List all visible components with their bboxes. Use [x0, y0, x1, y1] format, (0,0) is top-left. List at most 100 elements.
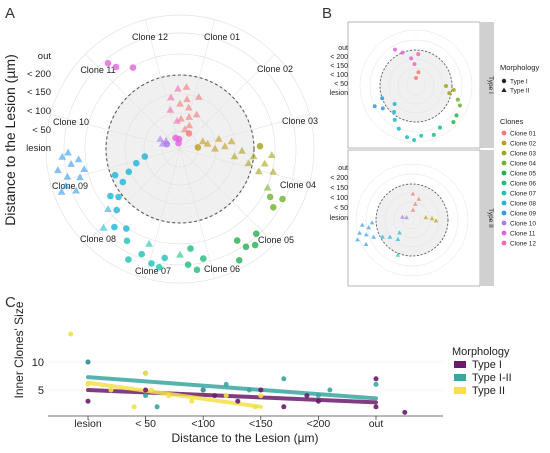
panel-a-point — [266, 193, 274, 201]
panel-b-grid-ring — [355, 163, 469, 277]
panel-b-grid-ring — [369, 39, 463, 133]
panel-b-point — [412, 62, 417, 67]
panel-a-radial-labels: out < 200 < 150 < 100 < 50 lesion — [26, 51, 51, 154]
panel-b-grid-ring — [365, 173, 459, 267]
panel-c-point — [85, 359, 91, 365]
panel-c-trend-line — [86, 380, 263, 409]
panel-a-point — [173, 116, 181, 124]
legend-morphology-title: Morphology — [500, 63, 539, 72]
panel-a-point — [115, 193, 122, 201]
panel-b-point — [364, 232, 369, 237]
panel-a-clone-labels: Clone 01 Clone 02 Clone 03 Clone 04 Clone 05… — [52, 32, 318, 276]
panel-a-point — [104, 205, 112, 212]
panel-c-point — [304, 393, 310, 399]
panel-a-clone-label: Clone 07 — [135, 266, 171, 276]
panel-a-point — [238, 146, 246, 154]
panel-b-radial-labels: out < 200 < 150 < 100 < 50 lesion out < 200 < 15… — [330, 45, 348, 222]
panel-a-point — [161, 254, 168, 262]
panel-b-point — [357, 230, 362, 235]
panel-a-point — [279, 195, 286, 203]
panel-b-point — [451, 120, 456, 125]
panel-b-inner-disc — [376, 184, 448, 256]
panel-a-point — [211, 144, 219, 152]
panel-a-point — [177, 114, 185, 122]
panel-a-point — [174, 84, 182, 92]
panel-a-point — [227, 137, 236, 145]
legend-clone-label: Clone 04 — [510, 161, 536, 168]
panel-c-points — [68, 331, 408, 415]
panel-b-radial-label: < 50 — [334, 205, 348, 212]
panel-b-point — [423, 215, 429, 220]
panel-a-point — [111, 171, 119, 179]
legend-clone-label: Clone 01 — [510, 131, 536, 138]
panel-c-legend-label: Type I-II — [472, 372, 512, 384]
panel-c-x-tick-label: < 50 — [135, 418, 156, 430]
panel-a-point — [214, 135, 223, 142]
panel-b-point — [400, 50, 405, 55]
panel-a-clone-label: Clone 12 — [132, 32, 168, 42]
panel-a-radial-label: lesion — [26, 143, 51, 154]
panel-a-point — [260, 159, 269, 167]
panel-a-radial-label: < 100 — [27, 106, 51, 117]
panel-a-point — [54, 166, 62, 174]
panel-b-radial-label: < 150 — [330, 63, 348, 70]
panel-b-point — [397, 230, 402, 235]
panel-b-point — [412, 138, 417, 142]
panel-b-point — [410, 207, 416, 212]
panel-a-point — [129, 64, 137, 71]
panel-c-point — [373, 381, 379, 387]
panel-c-point — [108, 387, 114, 393]
panel-b-dashed-boundary — [375, 183, 449, 257]
panel-a-point — [233, 237, 241, 244]
panel-a-clone-label: Clone 02 — [257, 64, 293, 74]
panel-b-grid-ring — [359, 29, 473, 143]
panel-a-grid-ring — [124, 93, 236, 205]
legend-clone-marker — [501, 240, 507, 246]
panel-a-point — [270, 204, 277, 211]
panel-a-point — [64, 148, 72, 156]
panel-b-inner-disc — [380, 50, 452, 122]
legend-type1-label: Type I — [510, 79, 528, 86]
panel-a-point — [166, 105, 175, 113]
panel-c-point — [373, 376, 379, 382]
panel-a-point — [123, 225, 130, 232]
panel-a-clone-label: Clone 10 — [53, 117, 89, 127]
panel-b-point — [392, 117, 397, 122]
panel-a-point — [145, 239, 153, 247]
panel-a-point — [162, 136, 170, 144]
panel-c-point — [281, 376, 287, 382]
panel-c-legend-label: Type II — [472, 385, 505, 397]
panel-a-point — [72, 186, 80, 194]
panel-a-clone-label: Clone 01 — [204, 32, 240, 42]
panel-c-point — [148, 387, 154, 393]
legend-clone-marker — [501, 220, 507, 226]
panel-c-trend-lines — [86, 375, 378, 409]
panel-a-point — [133, 159, 140, 167]
panel-b-point — [438, 125, 442, 130]
legend-clone-marker — [501, 140, 507, 146]
legend-type2-marker — [501, 87, 507, 92]
panel-b-point — [416, 52, 421, 57]
panel-c-x-tick-label: lesion — [74, 418, 102, 430]
panel-b-point — [395, 236, 401, 241]
panel-a-point — [193, 266, 201, 274]
panel-a-point — [249, 152, 258, 160]
panel-c-legend-title: Morphology — [452, 346, 510, 358]
legend-clone-label: Clone 11 — [510, 231, 536, 238]
panel-a-point — [148, 260, 155, 267]
panel-a-point — [182, 83, 191, 90]
panel-b-point — [409, 56, 414, 61]
panel-c-point — [252, 404, 258, 410]
panel-b-point — [395, 252, 401, 257]
legend-clone-marker — [501, 130, 507, 136]
panel-a-point — [113, 206, 120, 214]
panel-a-radial-label: < 150 — [27, 87, 51, 98]
panel-b-strip-label-type2: Type II — [487, 208, 494, 228]
legend-clone-marker — [501, 190, 507, 196]
panel-c-legend-key — [454, 374, 466, 381]
panel-a-point — [111, 223, 118, 231]
legend-clone-label: Clone 12 — [510, 241, 536, 248]
panel-a-point — [125, 168, 133, 176]
panel-a-grid-spoke — [179, 148, 275, 244]
panel-a-point — [203, 139, 212, 147]
